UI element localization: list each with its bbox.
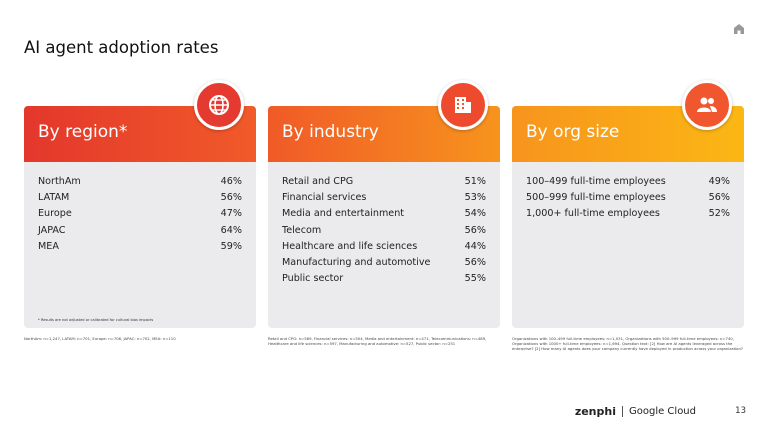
card-icon	[194, 80, 244, 130]
slide-title: AI agent adoption rates	[24, 38, 219, 57]
row: 500–999 full-time employees 56%	[526, 190, 730, 206]
rows: NorthAm 46% LATAM 56% Europe 47% JAPAC 64% MEA 59…	[38, 174, 242, 255]
row-value: 46%	[220, 176, 242, 187]
row-value: 56%	[220, 192, 242, 204]
row-label: NorthAm	[38, 176, 81, 187]
card-icon	[438, 80, 488, 130]
footnote: Retail and CPG: n=589, Financial service…	[268, 336, 487, 346]
row-value: 56%	[464, 256, 486, 268]
icon-glyph	[455, 97, 471, 113]
row-label: Telecom	[282, 224, 322, 236]
row-label: LATAM	[38, 192, 70, 204]
row-label: MEA	[38, 240, 59, 252]
row-value: 64%	[220, 224, 242, 236]
footnote: NorthAm: n=1,247, LATAM: n=701, Europe: …	[24, 336, 176, 341]
card-header: By org size	[512, 106, 744, 162]
row-label: Public sector	[282, 273, 344, 285]
home-icon[interactable]	[732, 22, 746, 36]
row-label: Financial services	[282, 192, 367, 204]
row-label: Media and entertainment	[282, 208, 405, 220]
footnote: Organizations with 100–499 full-time emp…	[512, 336, 743, 351]
row-value: 44%	[464, 240, 486, 252]
row-label: JAPAC	[38, 224, 66, 236]
icon-glyph	[697, 97, 717, 112]
row-label: Manufacturing and automotive	[282, 256, 431, 268]
row: NorthAm 46%	[38, 174, 242, 190]
card: By org size 100–499 full-time employees 49…	[512, 80, 744, 328]
row: 100–499 full-time employees 49%	[526, 174, 730, 190]
row-value: 47%	[220, 208, 242, 220]
row-value: 56%	[708, 192, 730, 204]
icon-glyph	[209, 95, 229, 115]
card-note: * Results are not adjusted or calibrated…	[38, 318, 154, 322]
row-value: 55%	[464, 273, 486, 285]
row-label: 100–499 full-time employees	[526, 176, 666, 187]
row: Manufacturing and automotive 56%	[282, 255, 486, 271]
row: Financial services 53%	[282, 190, 486, 206]
row: MEA 59%	[38, 239, 242, 255]
row: LATAM 56%	[38, 190, 242, 206]
row: Healthcare and life sciences 44%	[282, 239, 486, 255]
separator	[621, 406, 623, 417]
row-value: 56%	[464, 224, 486, 236]
rows: Retail and CPG 51% Financial services 53% Me…	[282, 174, 486, 287]
card: By industry Retail and CPG 51% Financial se…	[268, 80, 500, 328]
row-value: 59%	[220, 240, 242, 252]
row-value: 51%	[464, 176, 486, 187]
card-heading: By region*	[38, 122, 128, 142]
row: JAPAC 64%	[38, 223, 242, 239]
row-label: Europe	[38, 208, 72, 220]
row-value: 54%	[464, 208, 486, 220]
row-label: 1,000+ full-time employees	[526, 208, 660, 220]
row-value: 49%	[708, 176, 730, 187]
row-label: 500–999 full-time employees	[526, 192, 666, 204]
card-heading: By org size	[526, 122, 620, 142]
row: Telecom 56%	[282, 223, 486, 239]
rows: 100–499 full-time employees 49% 500–999 fu…	[526, 174, 730, 223]
row-value: 53%	[464, 192, 486, 204]
row: Retail and CPG 51%	[282, 174, 486, 190]
footer-logo: zenphi Google Cloud	[575, 405, 696, 418]
page-number: 13	[735, 406, 746, 416]
row-value: 52%	[708, 208, 730, 220]
row-label: Healthcare and life sciences	[282, 240, 418, 252]
row: Public sector 55%	[282, 271, 486, 287]
row-label: Retail and CPG	[282, 176, 354, 187]
card-heading: By industry	[282, 122, 379, 142]
row: Europe 47%	[38, 206, 242, 222]
card-icon	[682, 80, 732, 130]
row: Media and entertainment 54%	[282, 206, 486, 222]
card: By region* NorthAm 46% LATAM 56% Europe 47% JAP…	[24, 80, 256, 328]
partner: Google Cloud	[628, 406, 696, 417]
brand: zenphi	[574, 405, 616, 418]
row: 1,000+ full-time employees 52%	[526, 206, 730, 222]
